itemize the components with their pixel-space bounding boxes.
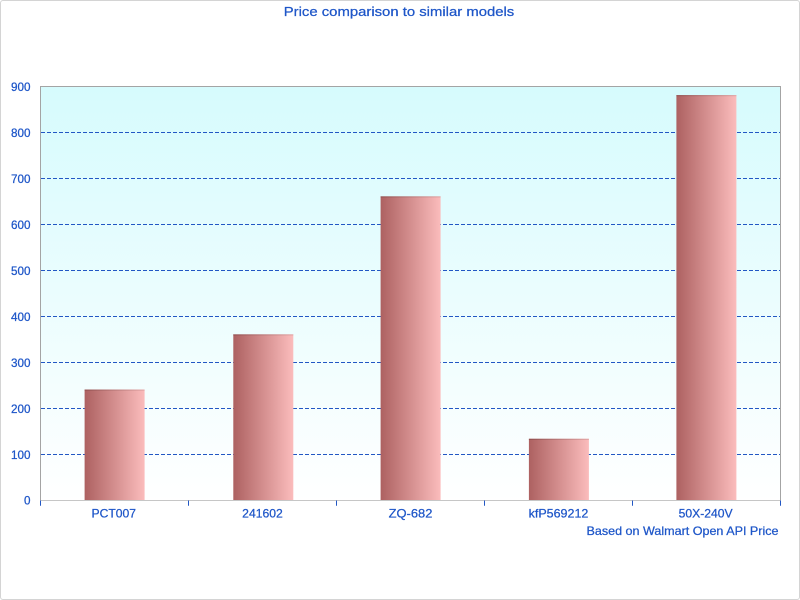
svg-text:900: 900 (11, 80, 31, 94)
svg-text:200: 200 (11, 402, 31, 416)
svg-text:400: 400 (11, 310, 31, 324)
svg-text:800: 800 (11, 126, 31, 140)
svg-text:700: 700 (11, 172, 31, 186)
svg-text:PCT007: PCT007 (92, 506, 137, 520)
svg-text:241602: 241602 (242, 506, 283, 520)
svg-text:0: 0 (24, 494, 31, 508)
svg-text:ZQ-682: ZQ-682 (389, 506, 433, 520)
svg-text:50X-240V: 50X-240V (679, 506, 733, 520)
svg-text:Based on Walmart Open API Pric: Based on Walmart Open API Price (587, 524, 779, 538)
svg-text:Price comparison to similar mo: Price comparison to similar models (284, 4, 515, 19)
svg-text:kfP569212: kfP569212 (529, 506, 589, 520)
svg-text:600: 600 (11, 218, 31, 232)
svg-text:300: 300 (11, 356, 31, 370)
svg-text:100: 100 (11, 448, 31, 462)
svg-text:500: 500 (11, 264, 31, 278)
